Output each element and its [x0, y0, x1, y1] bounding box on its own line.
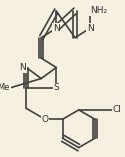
- Text: Me: Me: [0, 83, 10, 92]
- Text: N: N: [87, 24, 93, 33]
- Text: O: O: [42, 115, 48, 124]
- Text: N: N: [20, 63, 26, 72]
- Text: N: N: [53, 24, 60, 33]
- Text: Cl: Cl: [112, 105, 121, 114]
- Text: S: S: [53, 83, 59, 92]
- Text: NH₂: NH₂: [90, 6, 107, 16]
